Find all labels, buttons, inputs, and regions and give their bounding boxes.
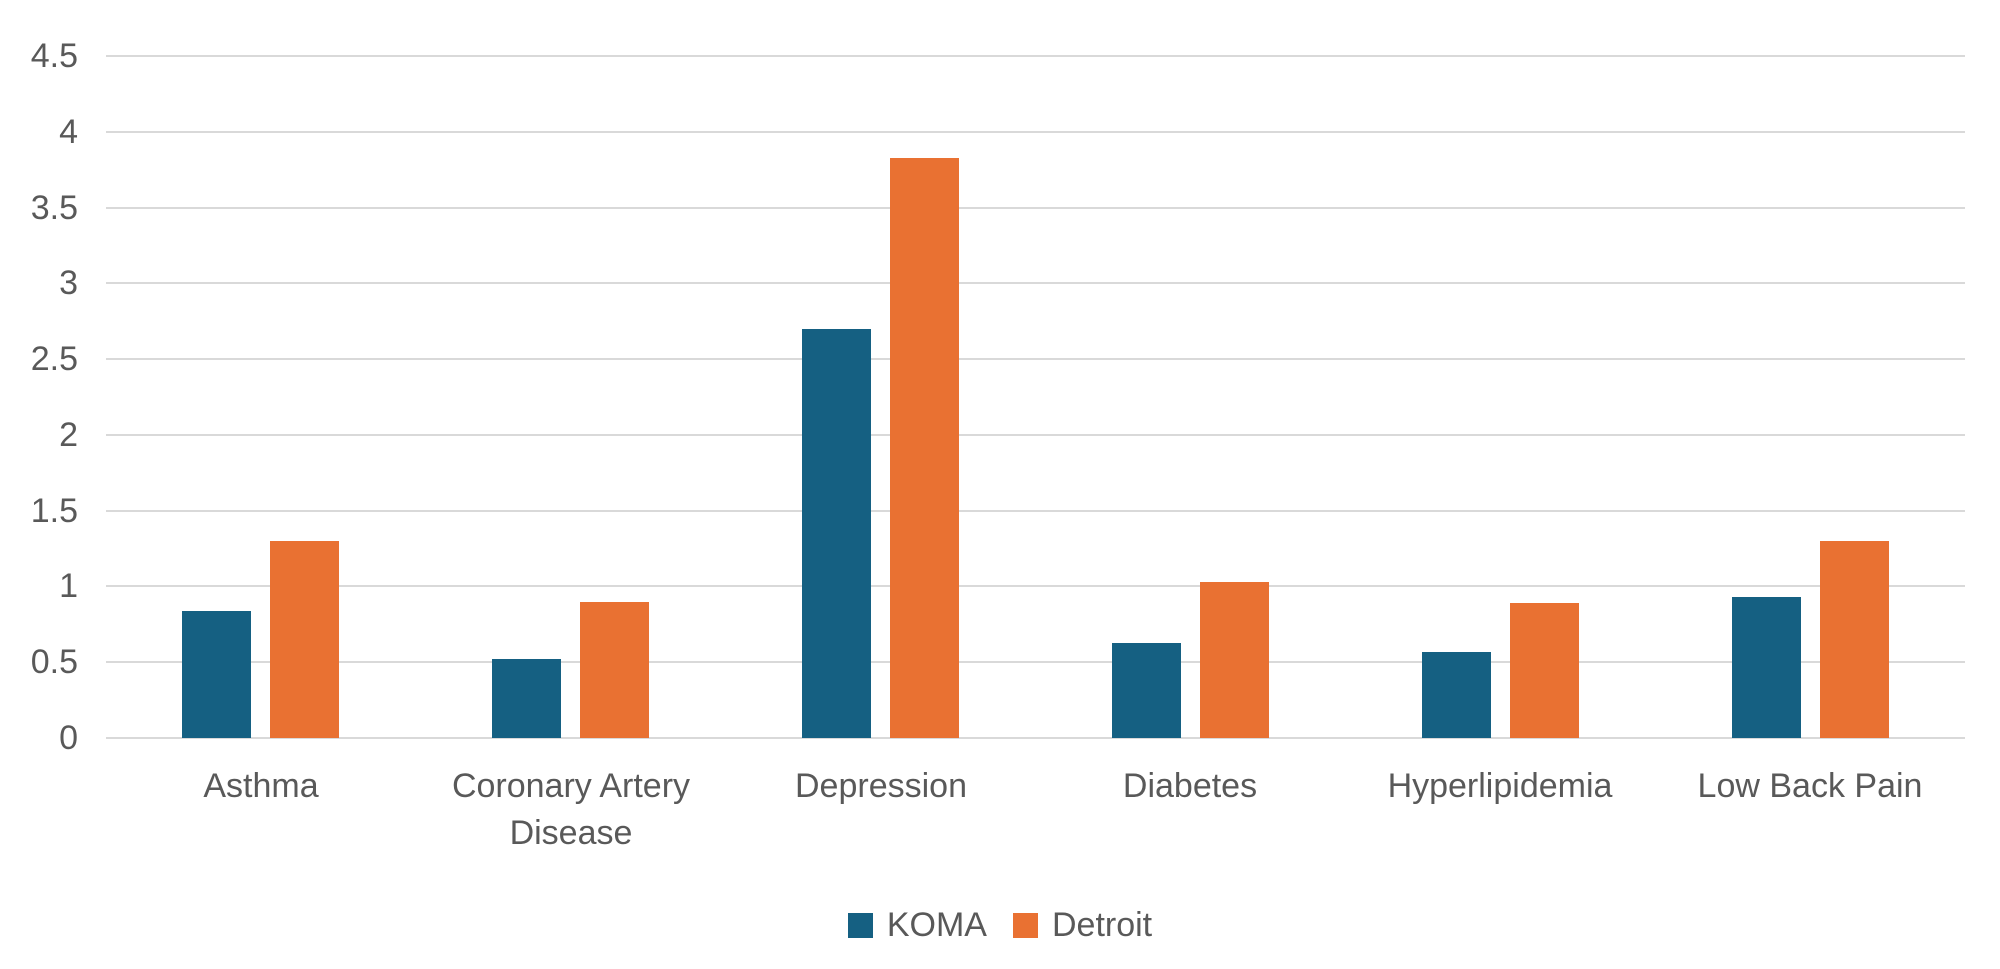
gridline-4.5: [106, 55, 1965, 57]
legend-swatch-koma: [847, 912, 873, 938]
bar-detroit-diabetes: [1200, 582, 1269, 738]
x-category-label-low-back-pain: Low Back Pain: [1697, 767, 1923, 805]
y-tick-label-2: 2: [59, 415, 78, 454]
bar-koma-coronary-artery-disease: [492, 659, 561, 738]
y-tick-label-2.5: 2.5: [30, 340, 78, 379]
y-tick-label-3.5: 3.5: [30, 188, 78, 227]
x-category-label-coronary-artery-disease: Coronary Artery Disease: [451, 767, 691, 852]
bar-koma-low-back-pain: [1732, 597, 1801, 738]
x-category-label-asthma: Asthma: [203, 767, 319, 805]
y-tick-label-0.5: 0.5: [30, 643, 78, 682]
bar-koma-diabetes: [1112, 643, 1181, 738]
bar-detroit-coronary-artery-disease: [580, 602, 649, 738]
bar-koma-depression: [802, 329, 871, 738]
legend-label-koma: KOMA: [886, 905, 987, 944]
bar-detroit-asthma: [270, 541, 339, 738]
gridline-2: [106, 433, 1965, 436]
x-category-label-depression: Depression: [795, 767, 967, 805]
gridline-1: [106, 585, 1965, 588]
y-tick-label-4.5: 4.5: [30, 37, 78, 75]
x-category-label-hyperlipidemia: Hyperlipidemia: [1387, 767, 1613, 805]
x-category-label-diabetes: Diabetes: [1122, 767, 1258, 805]
legend-entry-detroit: Detroit: [1012, 905, 1153, 945]
y-tick-label-3: 3: [59, 264, 78, 303]
gridline-2.5: [106, 358, 1965, 361]
legend-label-detroit: Detroit: [1051, 905, 1153, 944]
legend-swatch-detroit: [1012, 912, 1038, 938]
legend: KOMA Detroit: [0, 903, 2000, 947]
gridline-3.5: [106, 206, 1965, 209]
gridline-1.5: [106, 509, 1965, 512]
bar-detroit-hyperlipidemia: [1510, 603, 1579, 738]
gridline-0.5: [106, 661, 1965, 664]
bar-detroit-low-back-pain: [1820, 541, 1889, 738]
bar-koma-hyperlipidemia: [1422, 652, 1491, 738]
y-tick-label-4: 4: [59, 112, 78, 151]
gridline-3: [106, 282, 1965, 285]
y-tick-label-1: 1: [59, 567, 78, 606]
bar-koma-asthma: [182, 611, 251, 738]
bar-detroit-depression: [890, 158, 959, 738]
legend-entry-koma: KOMA: [847, 905, 987, 945]
gridline-0: [106, 737, 1965, 739]
y-tick-label-0: 0: [59, 719, 78, 757]
gridline-4: [106, 130, 1965, 133]
y-tick-label-1.5: 1.5: [30, 491, 78, 530]
